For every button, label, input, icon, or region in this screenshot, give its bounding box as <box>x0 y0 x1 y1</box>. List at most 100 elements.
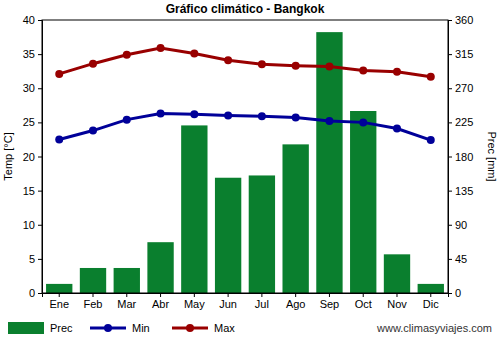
y-axis-title: Temp [°C] <box>2 132 14 180</box>
marker <box>359 118 367 126</box>
tick-label: 270 <box>455 82 473 94</box>
marker <box>190 49 198 57</box>
tick: 225 <box>448 116 473 128</box>
tick: Mar <box>117 293 136 310</box>
tick: 135 <box>448 185 473 197</box>
tick-label: 90 <box>455 219 467 231</box>
marker <box>123 116 131 124</box>
marker <box>292 114 300 122</box>
bar <box>384 254 410 293</box>
marker <box>325 117 333 125</box>
tick-mark <box>448 225 452 226</box>
tick-mark <box>448 259 452 260</box>
legend: PrecMinMaxwww.climasyviajes.com <box>8 322 492 334</box>
marker <box>55 70 63 78</box>
annotation: www.climasyviajes.com <box>376 322 492 334</box>
tick-mark <box>59 293 60 297</box>
tick: 180 <box>448 151 473 163</box>
tick: 30 <box>23 82 42 94</box>
bar <box>46 284 72 293</box>
tick-mark <box>38 259 42 260</box>
tick-mark <box>448 20 452 21</box>
tick-label: May <box>184 298 205 310</box>
tick: 315 <box>448 48 473 60</box>
tick-label: Oct <box>355 298 372 310</box>
tick-label: 10 <box>23 219 35 231</box>
bar <box>181 125 207 293</box>
tick: Dic <box>423 293 439 310</box>
tick-mark <box>448 88 452 89</box>
tick: 10 <box>23 219 42 231</box>
tick: Jun <box>219 293 237 310</box>
tick-mark <box>448 122 452 123</box>
bar <box>350 111 376 293</box>
tick-label: Dic <box>423 298 439 310</box>
tick-label: 5 <box>29 253 35 265</box>
tick-label: 180 <box>455 151 473 163</box>
tick-label: 35 <box>23 48 35 60</box>
legend-label: Prec <box>50 322 73 334</box>
tick: Sep <box>320 293 340 310</box>
tick-mark <box>363 293 364 297</box>
tick-label: Jun <box>219 298 237 310</box>
tick: 360 <box>448 14 473 26</box>
tick-mark <box>38 191 42 192</box>
tick-mark <box>430 293 431 297</box>
tick: Jul <box>255 293 269 310</box>
marker <box>325 62 333 70</box>
tick-label: Feb <box>84 298 103 310</box>
tick-mark <box>38 157 42 158</box>
x-axis: Ene Feb Mar Abr May Jun Jul Ago Sep Oct Nov Dic <box>43 293 449 310</box>
tick-label: 225 <box>455 116 473 128</box>
y2-axis-title: Prec [mm] <box>486 131 498 181</box>
marker <box>55 135 63 143</box>
bar <box>215 178 241 293</box>
axis-line <box>38 21 43 294</box>
tick: 25 <box>23 116 42 128</box>
tick-label: 20 <box>23 151 35 163</box>
marker <box>89 60 97 68</box>
tick: Oct <box>355 293 372 310</box>
tick-mark <box>38 54 42 55</box>
tick: 40 <box>23 14 42 26</box>
marker <box>89 127 97 135</box>
tick-mark <box>160 293 161 297</box>
marker <box>359 67 367 75</box>
marker <box>123 51 131 59</box>
tick-label: 15 <box>23 185 35 197</box>
tick-label: 45 <box>455 253 467 265</box>
tick-mark <box>38 293 42 294</box>
tick: 35 <box>23 48 42 60</box>
tick-mark <box>194 293 195 297</box>
tick-mark <box>448 157 452 158</box>
tick-label: 135 <box>455 185 473 197</box>
bars <box>46 32 444 293</box>
tick-mark <box>38 225 42 226</box>
tick-mark <box>396 293 397 297</box>
bar <box>418 284 444 293</box>
legend-marker <box>186 324 194 332</box>
tick-label: Ago <box>286 298 306 310</box>
line <box>59 114 431 141</box>
tick: 0 <box>448 287 461 299</box>
tick-label: 315 <box>455 48 473 60</box>
tick-label: Abr <box>152 298 169 310</box>
tick-label: Sep <box>320 298 340 310</box>
marks <box>46 32 444 293</box>
legend-item: Prec <box>8 322 73 334</box>
y-axis: 0 5 10 15 20 25 30 35 40 <box>23 14 43 299</box>
marker <box>190 110 198 118</box>
marker <box>157 44 165 52</box>
marker <box>292 62 300 70</box>
tick: Ene <box>49 293 69 310</box>
tick-label: 40 <box>23 14 35 26</box>
tick-mark <box>448 54 452 55</box>
markers <box>55 110 435 145</box>
tick-label: 25 <box>23 116 35 128</box>
marker <box>224 112 232 120</box>
tick: 0 <box>29 287 42 299</box>
marker <box>157 110 165 118</box>
bar <box>80 268 106 293</box>
chart: Ene Feb Mar Abr May Jun Jul Ago Sep Oct Nov Dic 0 5 10… <box>0 0 500 350</box>
tick-label: Nov <box>387 298 407 310</box>
